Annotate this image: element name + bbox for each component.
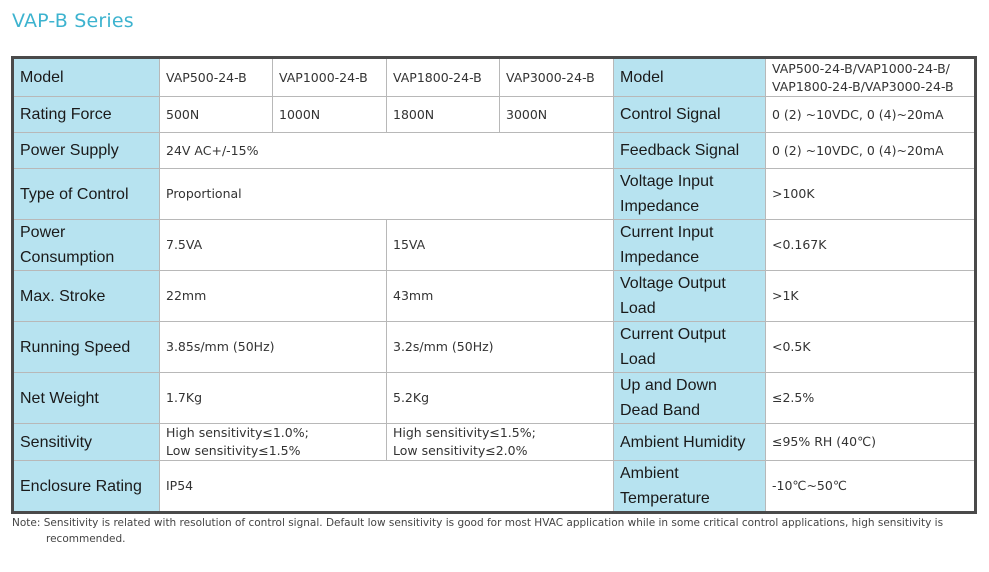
cell: >100K (765, 168, 976, 220)
cell: 15VA (386, 219, 614, 271)
cell: 500N (159, 96, 273, 133)
table-row: Rating Force 500N 1000N 1800N 3000N Cont… (12, 96, 976, 133)
cell: VAP500-24-B/VAP1000-24-B/VAP1800-24-B/VA… (765, 57, 976, 97)
row-label: Sensitivity (12, 423, 160, 461)
row-label: Rating Force (12, 96, 160, 133)
cell: 1.7Kg (159, 372, 387, 424)
cell: 3.2s/mm (50Hz) (386, 321, 614, 373)
cell: ≤95% RH (40℃) (765, 423, 976, 461)
cell: VAP3000-24-B (499, 57, 614, 97)
cell: VAP1000-24-B (272, 57, 387, 97)
table-row: Sensitivity High sensitivity≤1.0%; Low se… (12, 423, 976, 461)
row-label: Feedback Signal (613, 132, 766, 169)
table-row: Net Weight 1.7Kg 5.2Kg Up and Down Dead … (12, 372, 976, 424)
table-row: Power Consumption 7.5VA 15VA Current Inp… (12, 219, 976, 271)
row-label: Voltage Input Impedance (613, 168, 766, 220)
row-label: Up and Down Dead Band (613, 372, 766, 424)
spec-table: Model VAP500-24-B VAP1000-24-B VAP1800-2… (11, 56, 977, 514)
page-title: VAP-B Series (12, 10, 134, 32)
cell: 1800N (386, 96, 500, 133)
row-label: Current Output Load (613, 321, 766, 373)
row-label: Power Supply (12, 132, 160, 169)
cell: -10℃~50℃ (765, 460, 976, 513)
cell: VAP1800-24-B (386, 57, 500, 97)
row-label: Ambient Temperature (613, 460, 766, 513)
cell: Proportional (159, 168, 614, 220)
cell: 22mm (159, 270, 387, 322)
cell: 7.5VA (159, 219, 387, 271)
row-label: Voltage Output Load (613, 270, 766, 322)
cell: 3000N (499, 96, 614, 133)
footnote: Note: Sensitivity is related with resolu… (12, 517, 944, 545)
cell: 0 (2) ~10VDC, 0 (4)~20mA (765, 132, 976, 169)
cell: 0 (2) ~10VDC, 0 (4)~20mA (765, 96, 976, 133)
row-label: Ambient Humidity (613, 423, 766, 461)
row-label: Power Consumption (12, 219, 160, 271)
table-row: Max. Stroke 22mm 43mm Voltage Output Loa… (12, 270, 976, 322)
cell: 1000N (272, 96, 387, 133)
row-label: Enclosure Rating (12, 460, 160, 513)
cell: 3.85s/mm (50Hz) (159, 321, 387, 373)
row-label: Model (12, 57, 160, 97)
cell: ≤2.5% (765, 372, 976, 424)
row-label: Net Weight (12, 372, 160, 424)
cell: 43mm (386, 270, 614, 322)
row-label: Type of Control (12, 168, 160, 220)
table-row: Enclosure Rating IP54 Ambient Temperatur… (12, 460, 976, 513)
cell: <0.167K (765, 219, 976, 271)
table-row: Model VAP500-24-B VAP1000-24-B VAP1800-2… (12, 57, 976, 97)
row-label: Max. Stroke (12, 270, 160, 322)
row-label: Model (613, 57, 766, 97)
cell: <0.5K (765, 321, 976, 373)
cell: 5.2Kg (386, 372, 614, 424)
cell: 24V AC+/-15% (159, 132, 614, 169)
cell: VAP500-24-B (159, 57, 273, 97)
table-row: Type of Control Proportional Voltage Inp… (12, 168, 976, 220)
row-label: Control Signal (613, 96, 766, 133)
cell: IP54 (159, 460, 614, 513)
table-row: Running Speed 3.85s/mm (50Hz) 3.2s/mm (5… (12, 321, 976, 373)
table-row: Power Supply 24V AC+/-15% Feedback Signa… (12, 132, 976, 169)
cell: >1K (765, 270, 976, 322)
cell: High sensitivity≤1.0%; Low sensitivity≤1.… (159, 423, 387, 461)
row-label: Current Input Impedance (613, 219, 766, 271)
row-label: Running Speed (12, 321, 160, 373)
cell: High sensitivity≤1.5%; Low sensitivity≤2.… (386, 423, 614, 461)
